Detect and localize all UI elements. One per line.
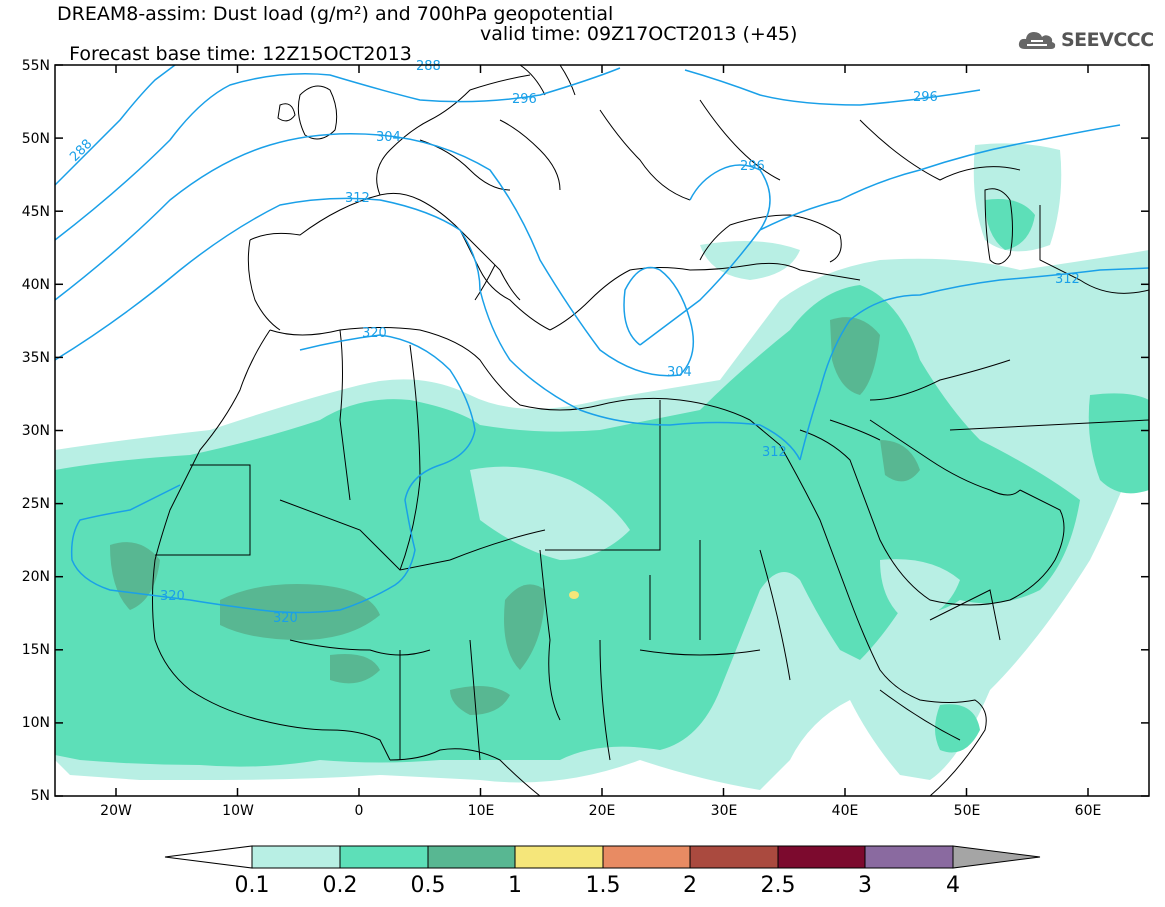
contour-label: 288 [67,137,95,165]
colorbar-segment [777,845,866,869]
colorbar-segment [339,845,429,869]
dust-area-0.5 [880,440,920,482]
contour-label: 296 [740,159,765,174]
dust-area-0.5 [504,584,545,670]
contour-label: 288 [416,59,441,74]
lat-label: 25N [22,496,50,512]
lat-label: 30N [22,423,50,439]
dust-area-0.5 [450,686,510,715]
contour-label: 320 [273,611,298,626]
colorbar-label: 1.5 [586,873,621,898]
lat-label: 45N [22,204,50,220]
latitude-labels: 55N 50N 45N 40N 35N 30N 25N 20N 15N 10N … [22,58,50,804]
colorbar-segment [251,845,341,869]
lat-label: 35N [22,350,50,366]
lat-label: 10N [22,715,50,731]
lon-label: 40E [832,803,859,819]
lon-label: 60E [1075,803,1102,819]
colorbar-label: 0.1 [235,873,270,898]
contour-label: 312 [762,445,787,460]
colorbar-segment [427,845,516,869]
lon-label: 50E [954,803,981,819]
lon-label: 20E [589,803,616,819]
forecast-times: Forecast base time: 12Z15OCT2013 valid t… [57,24,797,84]
map-title: DREAM8-assim: Dust load (g/m²) and 700hP… [57,3,614,25]
colorbar [164,845,1041,869]
lon-label: 0 [355,803,364,819]
longitude-labels: 20W 10W 0 10E 20E 30E 40E 50E 60E [100,803,1101,819]
contour-label: 312 [1055,272,1080,287]
dust-area-0.2 [935,704,980,753]
dust-area-0.2 [985,199,1035,250]
lon-label: 20W [100,803,132,819]
contour-label: 320 [160,589,185,604]
colorbar-segment [602,845,691,869]
geopotential-contours [55,65,1149,614]
contour-label: 312 [345,191,370,206]
lon-label: 10W [222,803,254,819]
colorbar-segment [164,845,253,869]
colorbar-segment [864,845,954,869]
contour-label: 304 [667,365,692,380]
base-time: Forecast base time: 12Z15OCT2013 [69,43,412,65]
contour-label: 296 [512,92,537,107]
dust-load-fields [55,143,1149,790]
lon-label: 30E [711,803,738,819]
colorbar-label: 1 [508,873,522,898]
lat-label: 50N [22,131,50,147]
dust-area-1 [569,591,579,599]
valid-time: valid time: 09Z17OCT2013 (+45) [480,23,798,45]
dust-area-0.1 [700,241,800,280]
colorbar-label: 0.2 [323,873,358,898]
seevccc-logo: SEEVCCC [1017,24,1154,56]
colorbar-label: 0.5 [411,873,446,898]
lat-label: 5N [31,788,50,804]
colorbar-segment [514,845,604,869]
dust-area-0.5 [330,654,380,684]
cloud-icon [1018,32,1056,49]
lat-label: 55N [22,58,50,74]
contour-labels: 288 288 296 296 296 304 304 312 312 312 … [67,59,1080,626]
lon-label: 10E [468,803,495,819]
lat-label: 20N [22,569,50,585]
contour-label: 296 [913,90,938,105]
colorbar-segment [952,845,1041,869]
colorbar-labels: 0.1 0.2 0.5 1 1.5 2 2.5 3 4 [235,873,961,898]
lat-label: 15N [22,642,50,658]
logo-text: SEEVCCC [1061,29,1154,51]
colorbar-label: 4 [946,873,960,898]
axis-ticks [55,64,1149,797]
dust-area-0.5 [110,542,160,610]
colorbar-label: 3 [858,873,872,898]
dust-area-0.2 [1088,393,1149,494]
contour-label: 320 [362,326,387,341]
dust-area-0.5 [830,317,880,395]
colorbar-label: 2 [683,873,697,898]
lat-label: 40N [22,277,50,293]
coastlines-and-borders [152,65,1149,796]
contour-label: 304 [376,130,401,145]
colorbar-segment [689,845,779,869]
colorbar-label: 2.5 [761,873,796,898]
